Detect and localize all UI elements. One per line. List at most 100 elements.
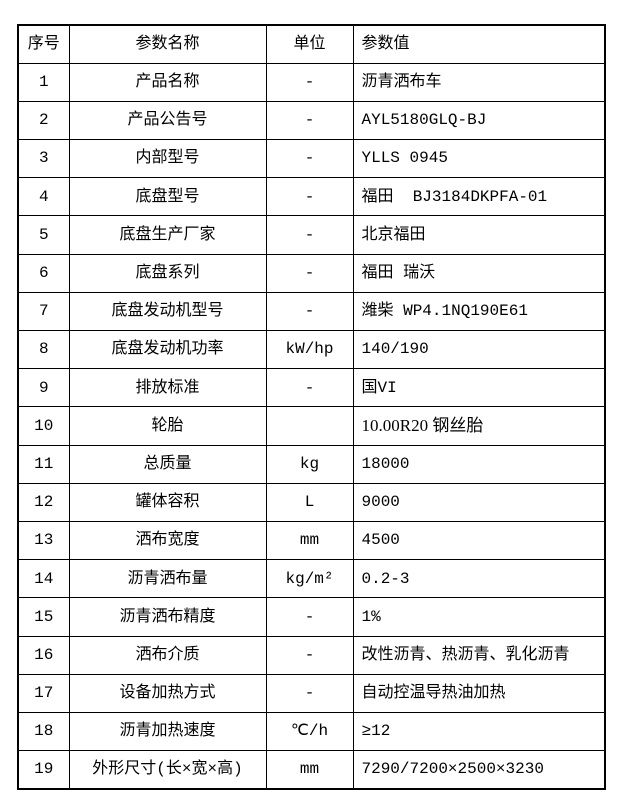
unit-cell: -: [265, 100, 354, 140]
table-row: 18 沥青加热速度 ℃/h ≥12: [17, 711, 606, 752]
parameter-value-cell: 自动控温导热油加热: [352, 673, 606, 713]
unit-cell: kW/hp: [265, 329, 354, 370]
unit-cell: [265, 406, 354, 446]
row-number-cell: 16: [17, 635, 70, 675]
table-row: 8 底盘发动机功率 kW/hp 140/190: [17, 329, 606, 370]
table-row: 5 底盘生产厂家 - 北京福田: [17, 215, 606, 255]
header-cell-name: 参数名称: [68, 24, 267, 64]
parameter-name-cell: 产品公告号: [68, 100, 267, 140]
parameter-value-cell: 7290/7200×2500×3230: [352, 750, 606, 790]
parameter-value-cell: 18000: [352, 444, 606, 484]
table-row: 12 罐体容积 L 9000: [17, 482, 606, 522]
parameter-value-cell: 0.2-3: [352, 559, 606, 599]
parameter-value-cell: 潍柴 WP4.1NQ190E61: [352, 291, 606, 331]
row-number-cell: 15: [17, 597, 70, 637]
unit-cell: -: [265, 291, 354, 331]
parameter-name-cell: 底盘发动机功率: [68, 329, 267, 370]
unit-cell: -: [265, 597, 354, 637]
unit-cell: L: [265, 482, 354, 522]
table-row: 4 底盘型号 - 福田 BJ3184DKPFA-01: [17, 177, 606, 217]
parameter-name-cell: 底盘型号: [68, 177, 267, 217]
header-cell-unit: 单位: [265, 24, 354, 64]
row-number-cell: 3: [17, 138, 70, 179]
unit-cell: kg/m²: [265, 559, 354, 599]
parameter-value-cell: 北京福田: [352, 215, 606, 255]
header-cell-value: 参数值: [352, 24, 606, 64]
parameter-name-cell: 产品名称: [68, 62, 267, 102]
table-row: 19 外形尺寸(长×宽×高) mm 7290/7200×2500×3230: [17, 750, 606, 790]
row-number-cell: 5: [17, 215, 70, 255]
row-number-cell: 7: [17, 291, 70, 331]
table-row: 6 底盘系列 - 福田 瑞沃: [17, 253, 606, 293]
spec-table-body: 1 产品名称 - 沥青洒布车 2 产品公告号 - AYL5180GLQ-BJ 3…: [17, 62, 606, 790]
parameter-name-cell: 轮胎: [68, 406, 267, 446]
parameter-name-cell: 沥青洒布量: [68, 559, 267, 599]
parameter-value-cell: YLLS 0945: [352, 138, 606, 179]
row-number-cell: 9: [17, 368, 70, 408]
parameter-name-cell: 底盘发动机型号: [68, 291, 267, 331]
parameter-value-cell: 沥青洒布车: [352, 62, 606, 102]
header-cell-no: 序号: [17, 24, 70, 64]
unit-cell: -: [265, 138, 354, 179]
parameter-value-cell: ≥12: [352, 711, 606, 752]
parameter-name-cell: 沥青加热速度: [68, 711, 267, 752]
parameter-name-cell: 罐体容积: [68, 482, 267, 522]
table-row: 7 底盘发动机型号 - 潍柴 WP4.1NQ190E61: [17, 291, 606, 331]
table-row: 3 内部型号 - YLLS 0945: [17, 138, 606, 179]
unit-cell: kg: [265, 444, 354, 484]
row-number-cell: 13: [17, 520, 70, 561]
spec-table-container: 序号 参数名称 单位 参数值 1 产品名称 - 沥青洒布车 2 产品公告号 - …: [17, 24, 606, 790]
parameter-name-cell: 底盘系列: [68, 253, 267, 293]
unit-cell: -: [265, 177, 354, 217]
unit-cell: -: [265, 62, 354, 102]
row-number-cell: 19: [17, 750, 70, 790]
row-number-cell: 12: [17, 482, 70, 522]
parameter-value-cell: 国VI: [352, 368, 606, 408]
parameter-name-cell: 设备加热方式: [68, 673, 267, 713]
row-number-cell: 18: [17, 711, 70, 752]
unit-cell: -: [265, 368, 354, 408]
table-row: 17 设备加热方式 - 自动控温导热油加热: [17, 673, 606, 713]
parameter-name-cell: 总质量: [68, 444, 267, 484]
row-number-cell: 4: [17, 177, 70, 217]
spec-table: 序号 参数名称 单位 参数值 1 产品名称 - 沥青洒布车 2 产品公告号 - …: [17, 24, 606, 790]
table-row: 1 产品名称 - 沥青洒布车: [17, 62, 606, 102]
unit-cell: mm: [265, 750, 354, 790]
parameter-value-cell: 福田 BJ3184DKPFA-01: [352, 177, 606, 217]
row-number-cell: 10: [17, 406, 70, 446]
parameter-name-cell: 内部型号: [68, 138, 267, 179]
parameter-value-cell: 1%: [352, 597, 606, 637]
row-number-cell: 14: [17, 559, 70, 599]
unit-cell: -: [265, 215, 354, 255]
table-row: 16 洒布介质 - 改性沥青、热沥青、乳化沥青: [17, 635, 606, 675]
row-number-cell: 2: [17, 100, 70, 140]
parameter-value-cell: 福田 瑞沃: [352, 253, 606, 293]
parameter-name-cell: 沥青洒布精度: [68, 597, 267, 637]
unit-cell: -: [265, 253, 354, 293]
row-number-cell: 11: [17, 444, 70, 484]
table-row: 14 沥青洒布量 kg/m² 0.2-3: [17, 559, 606, 599]
parameter-name-cell: 洒布宽度: [68, 520, 267, 561]
parameter-value-cell: 10.00R20 钢丝胎: [352, 406, 606, 446]
parameter-value-cell: 4500: [352, 520, 606, 561]
row-number-cell: 6: [17, 253, 70, 293]
row-number-cell: 17: [17, 673, 70, 713]
table-row: 10 轮胎 10.00R20 钢丝胎: [17, 406, 606, 446]
parameter-value-cell: AYL5180GLQ-BJ: [352, 100, 606, 140]
table-row: 2 产品公告号 - AYL5180GLQ-BJ: [17, 100, 606, 140]
header-row: 序号 参数名称 单位 参数值: [17, 24, 606, 64]
unit-cell: -: [265, 635, 354, 675]
table-row: 13 洒布宽度 mm 4500: [17, 520, 606, 561]
unit-cell: -: [265, 673, 354, 713]
table-row: 11 总质量 kg 18000: [17, 444, 606, 484]
row-number-cell: 8: [17, 329, 70, 370]
table-row: 9 排放标准 - 国VI: [17, 368, 606, 408]
unit-cell: ℃/h: [265, 711, 354, 752]
parameter-value-cell: 140/190: [352, 329, 606, 370]
row-number-cell: 1: [17, 62, 70, 102]
parameter-name-cell: 排放标准: [68, 368, 267, 408]
parameter-name-cell: 洒布介质: [68, 635, 267, 675]
unit-cell: mm: [265, 520, 354, 561]
parameter-name-cell: 底盘生产厂家: [68, 215, 267, 255]
table-row: 15 沥青洒布精度 - 1%: [17, 597, 606, 637]
